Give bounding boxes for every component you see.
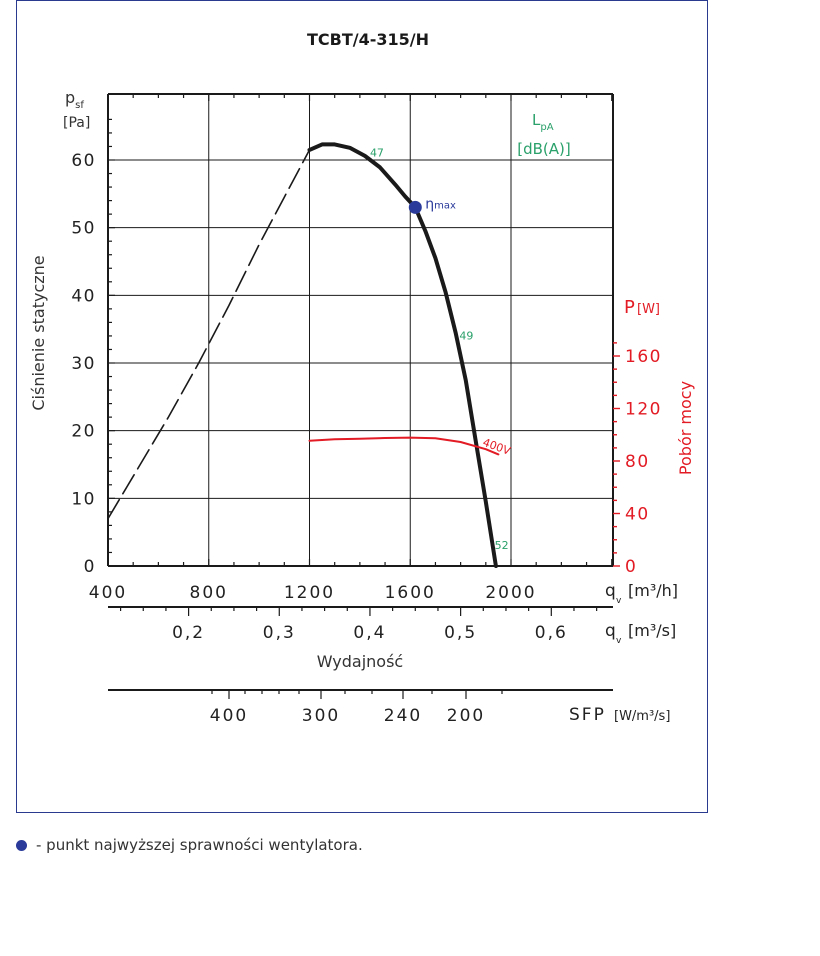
x2-tick-label: 0,4: [353, 623, 386, 643]
noise-label: 52: [495, 539, 509, 552]
footnote-text: - punkt najwyższej sprawności wentylator…: [36, 836, 363, 854]
p-unit-symbol: P: [624, 297, 635, 318]
y-tick-label: 30: [71, 354, 96, 374]
y-right-axis-label: Pobór mocy: [676, 381, 695, 475]
sfp-tick-label: 300: [302, 706, 340, 726]
y-tick-label: 10: [71, 489, 96, 509]
y-tick-label: 0: [84, 557, 96, 577]
sfp-tick-label: 400: [210, 706, 248, 726]
x2-unit-label: [m³/s]: [628, 621, 676, 640]
sfp-tick-label: 240: [384, 706, 422, 726]
series-line-400V: [308, 436, 500, 456]
x2-unit-sub: v: [616, 636, 622, 646]
lpa-label: L: [532, 111, 541, 129]
p-tick-label: 0: [625, 557, 637, 577]
x-unit-label: [m³/h]: [628, 581, 678, 600]
series: [107, 142, 500, 568]
axes: [107, 93, 620, 699]
y-tick-label: 20: [71, 422, 96, 442]
sfp-tick-label: 200: [447, 706, 485, 726]
noise-label: 49: [459, 329, 473, 342]
x2-tick-label: 0,6: [535, 623, 568, 643]
p-tick-label: 120: [625, 400, 662, 420]
y-tick-label: 50: [71, 219, 96, 239]
footnote: - punkt najwyższej sprawności wentylator…: [16, 836, 363, 854]
chart-title: TCBT/4-315/H: [307, 30, 429, 49]
grid: [108, 94, 613, 566]
y-axis-label: Ciśnienie statyczne: [29, 255, 48, 410]
sfp-unit-label: SFP: [569, 705, 606, 725]
x-tick-label: 400: [89, 583, 127, 603]
x-tick-label: 1200: [284, 583, 335, 603]
series-line-pressure_unstable: [107, 149, 311, 520]
y-unit-label: psf: [65, 88, 84, 111]
p-tick-label: 80: [625, 452, 650, 472]
lpa-sub: pA: [540, 122, 553, 133]
noise-label: 47: [370, 147, 384, 160]
x2-tick-label: 0,5: [444, 623, 477, 643]
eta-max-marker-icon: [16, 839, 27, 851]
y-unit-bracket: [Pa]: [63, 115, 90, 131]
lpa-unit: [dB(A)]: [517, 140, 570, 158]
y-tick-label: 40: [71, 286, 96, 306]
p-unit-label: [W]: [637, 302, 660, 317]
x2-tick-label: 0,3: [263, 623, 296, 643]
x-axis-label: Wydajność: [317, 652, 403, 671]
p-tick-label: 160: [625, 347, 662, 367]
x2-unit-q: q: [605, 621, 616, 641]
x-tick-label: 1600: [385, 583, 436, 603]
svg-text:LpA: LpA: [532, 111, 554, 133]
chart-frame: [16, 0, 708, 813]
sfp-unit-bracket: [W/m³/s]: [614, 709, 670, 724]
eta-max-label: ηmax: [425, 196, 456, 212]
x-unit-q: q: [605, 581, 616, 601]
lpa-label-group: LpA [dB(A)]: [517, 111, 570, 158]
x-tick-label: 2000: [485, 583, 536, 603]
series-line-pressure: [307, 142, 498, 568]
x-unit-sub: v: [616, 596, 622, 606]
eta-max-marker: [408, 200, 422, 214]
x2-tick-label: 0,2: [172, 623, 205, 643]
y-tick-label: 60: [71, 151, 96, 171]
x-tick-label: 800: [190, 583, 228, 603]
p-tick-label: 40: [625, 505, 650, 525]
